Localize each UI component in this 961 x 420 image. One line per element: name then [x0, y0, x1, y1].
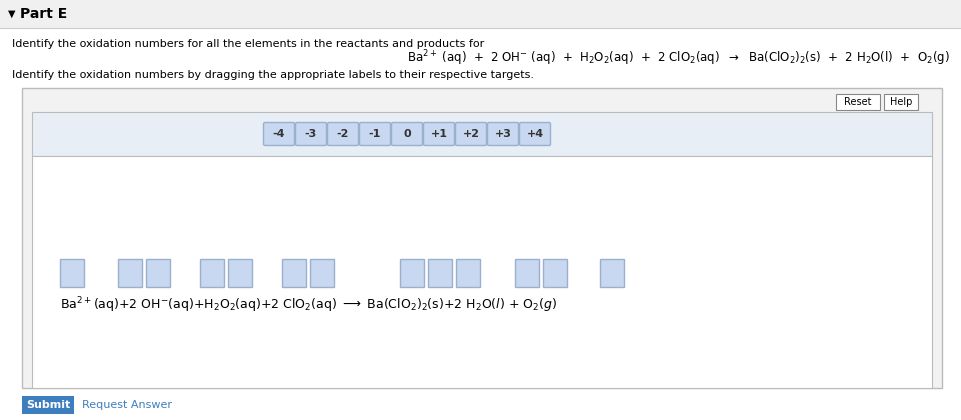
Text: -1: -1	[368, 129, 381, 139]
Bar	[146, 259, 170, 287]
Bar	[456, 259, 480, 287]
FancyBboxPatch shape	[487, 123, 518, 145]
Text: +4: +4	[526, 129, 543, 139]
FancyBboxPatch shape	[519, 123, 550, 145]
Text: -2: -2	[336, 129, 349, 139]
Text: ▼: ▼	[8, 9, 15, 19]
FancyBboxPatch shape	[455, 123, 486, 145]
Text: Part E: Part E	[20, 7, 67, 21]
Bar	[228, 259, 252, 287]
Text: 0: 0	[403, 129, 410, 139]
Bar	[60, 259, 84, 287]
Bar	[514, 259, 538, 287]
Text: Submit: Submit	[26, 400, 70, 410]
Text: Ba$^{2+}$ (aq)  +  2 OH$^{-}$ (aq)  +  H$_2$O$_2$(aq)  +  2 ClO$_2$(aq)  $\right: Ba$^{2+}$ (aq) + 2 OH$^{-}$ (aq) + H$_2$…	[407, 48, 949, 68]
Text: -3: -3	[305, 129, 317, 139]
Text: Request Answer: Request Answer	[82, 400, 172, 410]
Bar	[400, 259, 424, 287]
Bar	[22, 88, 941, 388]
Bar	[200, 259, 224, 287]
Bar	[22, 396, 74, 414]
Text: Identify the oxidation numbers for all the elements in the reactants and product: Identify the oxidation numbers for all t…	[12, 39, 483, 49]
FancyBboxPatch shape	[391, 123, 422, 145]
Bar	[309, 259, 333, 287]
Text: +3: +3	[494, 129, 511, 139]
Bar	[600, 259, 624, 287]
FancyBboxPatch shape	[295, 123, 326, 145]
Text: Reset: Reset	[844, 97, 871, 107]
FancyBboxPatch shape	[359, 123, 390, 145]
Bar	[32, 156, 931, 388]
Bar	[282, 259, 306, 287]
FancyBboxPatch shape	[423, 123, 454, 145]
FancyBboxPatch shape	[327, 123, 358, 145]
Text: Help: Help	[889, 97, 911, 107]
Bar	[118, 259, 142, 287]
Bar	[542, 259, 566, 287]
Text: +2: +2	[462, 129, 479, 139]
Bar	[428, 259, 452, 287]
Text: Ba$^{2+}$(aq)+2 OH$^{-}$(aq)+H$_2$O$_2$(aq)+2 ClO$_2$(aq) $\longrightarrow$ Ba(C: Ba$^{2+}$(aq)+2 OH$^{-}$(aq)+H$_2$O$_2$(…	[60, 295, 556, 315]
Bar	[32, 112, 931, 156]
Text: +1: +1	[431, 129, 447, 139]
Bar	[883, 94, 917, 110]
FancyBboxPatch shape	[263, 123, 294, 145]
Text: Identify the oxidation numbers by dragging the appropriate labels to their respe: Identify the oxidation numbers by draggi…	[12, 70, 533, 80]
Bar	[835, 94, 879, 110]
Text: -4: -4	[273, 129, 285, 139]
Bar	[0, 0, 961, 28]
